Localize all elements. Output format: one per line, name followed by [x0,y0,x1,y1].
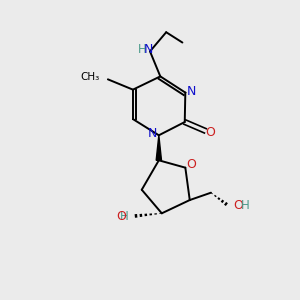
Text: O: O [116,210,126,223]
Text: N: N [144,43,153,56]
Text: H: H [120,210,129,223]
Text: N: N [187,85,196,98]
Polygon shape [156,135,161,160]
Text: N: N [148,127,157,140]
Text: O: O [206,126,216,139]
Text: CH₃: CH₃ [80,72,100,82]
Text: H: H [241,199,250,212]
Text: O: O [233,199,243,212]
Text: H: H [137,43,146,56]
Text: O: O [186,158,196,171]
